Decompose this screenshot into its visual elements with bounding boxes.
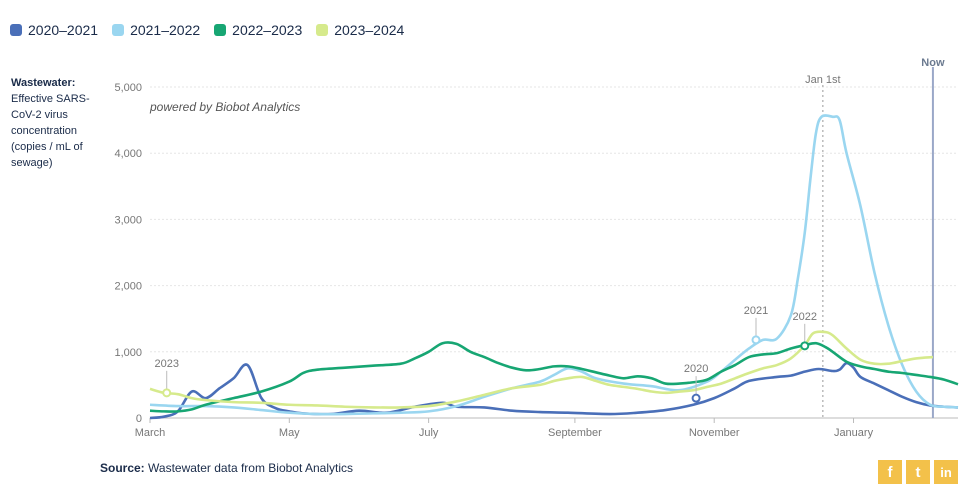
legend-label: 2020–2021 — [28, 22, 99, 38]
annotation-label: 2020 — [684, 363, 708, 375]
annotation-label: 2021 — [744, 305, 768, 317]
legend-label: 2022–2023 — [232, 22, 303, 38]
series-line-1 — [149, 114, 959, 416]
legend-label: 2021–2022 — [130, 22, 201, 38]
twitter-icon[interactable]: t — [906, 460, 930, 484]
source-label: Source: — [100, 461, 145, 475]
x-tick-label: November — [689, 427, 740, 439]
legend-item-2020-2021[interactable]: 2020–2021 — [10, 22, 98, 38]
y-tick-label: 1,000 — [114, 347, 142, 359]
powered-by-label: powered by Biobot Analytics — [150, 100, 301, 114]
x-tick-label: January — [834, 427, 874, 439]
series-line-3 — [149, 330, 934, 409]
y-tick-label: 2,000 — [114, 281, 142, 293]
x-tick-label: May — [279, 427, 300, 439]
annotation-marker — [751, 335, 761, 345]
y-axis-label: Wastewater: Effective SARS-CoV-2 virus c… — [11, 75, 111, 171]
y-axis-label-text: Effective SARS-CoV-2 virus concentration… — [11, 93, 90, 169]
annotation-marker — [162, 388, 172, 398]
legend-label: 2023–2024 — [334, 22, 405, 38]
annotation-marker — [691, 393, 701, 403]
annotation-label: 2022 — [793, 311, 817, 323]
legend-item-2021-2022[interactable]: 2021–2022 — [112, 22, 200, 38]
social-share-bar: f t in — [878, 460, 958, 484]
y-tick-label: 4,000 — [114, 148, 142, 160]
legend-swatch — [10, 24, 22, 36]
annotation-label: 2023 — [154, 358, 178, 370]
y-tick-label: 3,000 — [114, 214, 142, 226]
y-axis-label-bold: Wastewater: — [11, 77, 76, 89]
series-line-2 — [149, 341, 959, 413]
legend-swatch — [112, 24, 125, 36]
now-label: Now — [921, 57, 945, 69]
facebook-icon[interactable]: f — [878, 460, 902, 484]
legend-swatch — [214, 24, 227, 36]
chart-legend: 2020–2021 2021–2022 2022–2023 2023–2024 — [10, 22, 404, 38]
x-tick-label: September — [548, 427, 602, 439]
legend-item-2022-2023[interactable]: 2022–2023 — [214, 22, 302, 38]
y-tick-label: 5,000 — [114, 82, 142, 94]
series-line-0 — [149, 361, 959, 420]
jan-first-label: Jan 1st — [805, 74, 840, 86]
legend-item-2023-2024[interactable]: 2023–2024 — [316, 22, 404, 38]
source-text: Wastewater data from Biobot Analytics — [144, 461, 353, 475]
annotation-marker — [800, 341, 810, 351]
y-tick-label: 0 — [136, 413, 142, 425]
now-line — [931, 67, 934, 418]
linkedin-icon[interactable]: in — [934, 460, 958, 484]
x-tick-label: July — [419, 427, 439, 439]
legend-swatch — [316, 24, 329, 36]
source-note: Source: Wastewater data from Biobot Anal… — [100, 461, 353, 475]
x-tick-label: March — [135, 427, 166, 439]
